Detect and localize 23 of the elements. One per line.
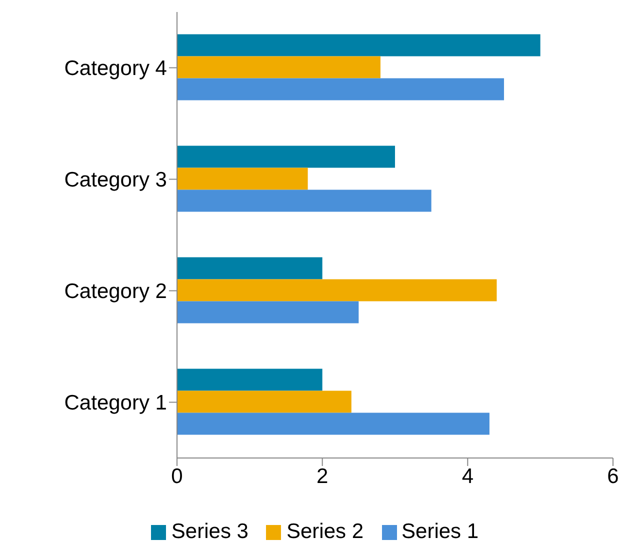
bar xyxy=(177,390,352,413)
y-tick-label: Category 3 xyxy=(64,168,167,192)
y-tick-label: Category 4 xyxy=(64,57,168,80)
y-tick-label: Category 1 xyxy=(64,392,167,415)
legend-label: Series 2 xyxy=(286,520,364,544)
x-tick-label: 0 xyxy=(171,464,183,488)
x-tick-label: 2 xyxy=(316,464,328,488)
bar xyxy=(177,257,322,280)
legend-label: Series 1 xyxy=(402,520,479,544)
y-tick-label: Category 2 xyxy=(64,280,167,304)
x-tick-label: 6 xyxy=(607,464,619,488)
bar xyxy=(177,301,359,324)
legend-label: Series 3 xyxy=(171,520,248,544)
bar xyxy=(177,190,432,212)
bar xyxy=(177,412,490,435)
bar xyxy=(177,78,504,100)
bar xyxy=(177,34,540,56)
bar xyxy=(177,146,395,168)
bar xyxy=(177,168,308,190)
bar xyxy=(177,279,497,302)
bar xyxy=(177,56,380,78)
x-tick-label: 4 xyxy=(462,464,474,488)
bar xyxy=(177,368,322,391)
